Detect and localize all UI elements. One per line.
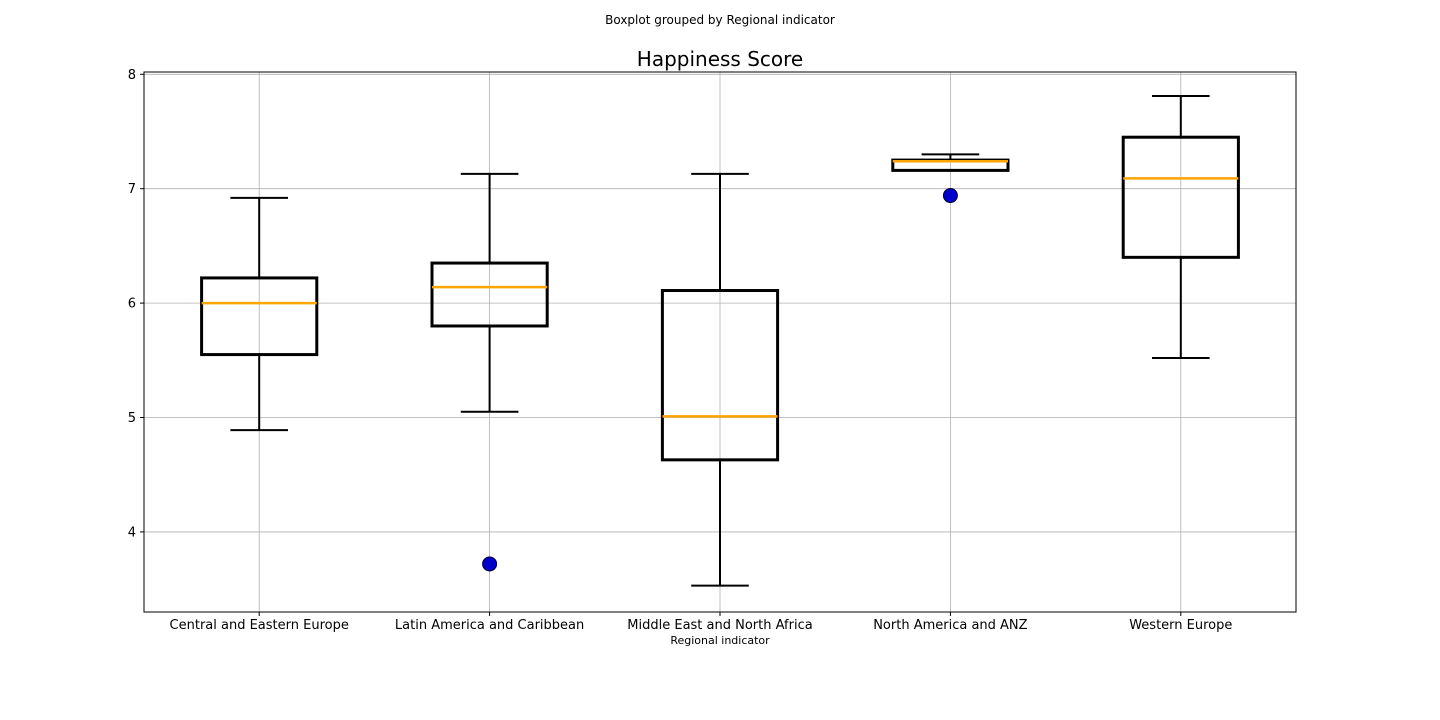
box-plots [200,95,1240,587]
x-tick-label: Middle East and North Africa [627,618,812,633]
chart-title: Happiness Score [637,47,803,71]
y-tick-label: 6 [128,297,136,312]
chart-suptitle: Boxplot grouped by Regional indicator [605,13,835,27]
x-tick-label: Western Europe [1129,618,1232,633]
box [660,289,780,462]
x-axis-ticks: Central and Eastern Europe Latin America … [170,612,1232,633]
y-tick-label: 8 [128,68,136,83]
box [200,276,319,357]
outlier-point [482,556,498,572]
y-tick-label: 4 [128,525,136,540]
box-group [200,196,319,432]
x-tick-label: North America and ANZ [873,618,1027,633]
outlier-point [942,188,958,204]
box-group [1121,95,1240,360]
box-group [891,153,1010,204]
box [1121,135,1240,259]
box-group [660,172,780,587]
y-tick-label: 7 [128,182,136,197]
box [430,261,549,328]
x-axis-label: Regional indicator [670,634,770,647]
x-tick-label: Central and Eastern Europe [170,618,349,633]
box-group [430,172,549,572]
x-tick-label: Latin America and Caribbean [395,618,584,633]
grid-lines [144,72,1296,612]
y-axis-ticks: 4 5 6 7 8 [128,68,144,540]
y-tick-label: 5 [128,411,136,426]
